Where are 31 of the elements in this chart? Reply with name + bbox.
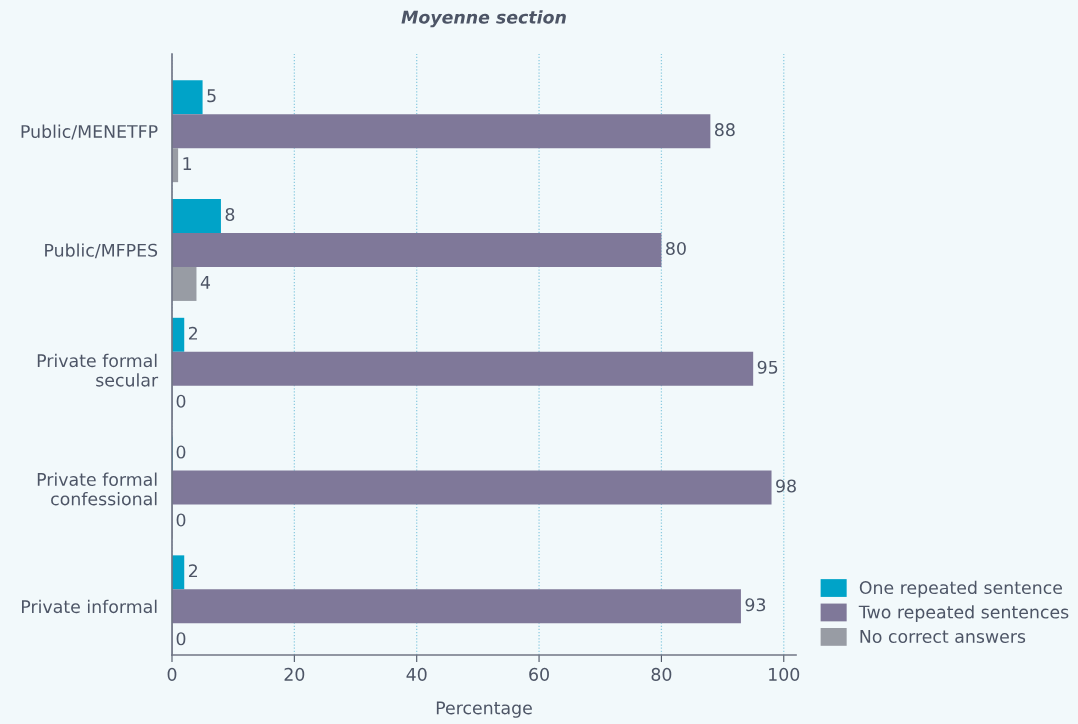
y-tick-label: Private formal secular bbox=[37, 353, 159, 387]
legend-label: Two repeated sentences bbox=[858, 605, 1069, 622]
data-label: 0 bbox=[176, 632, 186, 646]
y-tick-label: Private informal bbox=[22, 599, 157, 614]
data-label: 0 bbox=[176, 445, 186, 459]
y-tick-label: Public/MFPES bbox=[45, 243, 158, 259]
data-label: 93 bbox=[745, 598, 766, 612]
x-tick-label: 100 bbox=[769, 667, 800, 681]
x-tick-label: 0 bbox=[167, 667, 177, 681]
data-label: 2 bbox=[188, 564, 198, 578]
data-label: 0 bbox=[176, 394, 186, 408]
data-label: 8 bbox=[225, 207, 235, 222]
y-tick-label: Public/MENETFP bbox=[21, 124, 158, 140]
legend-label: One repeated sentence bbox=[859, 580, 1063, 598]
x-tick-label: 20 bbox=[284, 667, 305, 681]
data-label: 1 bbox=[183, 157, 192, 170]
x-axis-title: Percentage bbox=[436, 701, 532, 718]
x-tick-label: 40 bbox=[406, 667, 427, 681]
data-label: 0 bbox=[176, 513, 186, 527]
x-tick-label: 60 bbox=[529, 667, 549, 681]
data-label: 88 bbox=[715, 123, 735, 137]
data-label: 80 bbox=[666, 241, 686, 256]
data-label: 95 bbox=[757, 360, 778, 374]
y-tick-label: Private formal confessional bbox=[37, 472, 157, 506]
legend-label: No correct answers bbox=[860, 630, 1026, 644]
data-label: 4 bbox=[200, 276, 211, 289]
x-tick-label: 80 bbox=[651, 667, 672, 681]
chart-title: Moyenne section bbox=[401, 10, 566, 28]
data-label: 2 bbox=[188, 326, 198, 340]
data-label: 98 bbox=[776, 479, 796, 493]
data-label: 5 bbox=[207, 89, 216, 103]
